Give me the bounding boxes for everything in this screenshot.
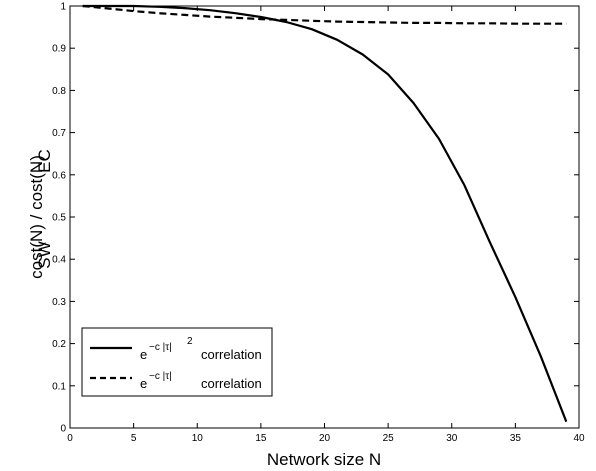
legend-exp-1: −c |τ| <box>149 342 172 353</box>
y-tick-label-9: 0.9 <box>52 44 66 55</box>
legend: e −c |τ| 2 correlation e −c |τ| correlat… <box>81 327 273 397</box>
y-tick-label-7: 0.7 <box>52 128 66 139</box>
y-axis-label: cost(N) / cost(N) <box>27 155 46 279</box>
x-tick-label-7: 35 <box>510 433 522 444</box>
y-axis-label-group: cost(N) / cost(N) SW EC <box>27 149 54 279</box>
x-tick-label-4: 20 <box>319 433 331 444</box>
x-tick-label-5: 25 <box>383 433 395 444</box>
legend-base-1: e <box>140 347 147 362</box>
legend-exp-2: −c |τ| <box>149 371 172 382</box>
series-line-0 <box>82 4 568 423</box>
y-tick-label-10: 1 <box>60 2 66 13</box>
y-axis-label-sub-sw: SW <box>35 241 54 268</box>
x-tick-label-6: 30 <box>446 433 458 444</box>
x-tick-label-2: 10 <box>192 433 204 444</box>
axis-ticks: 0 5 10 15 20 25 30 35 40 0 0.1 0.2 0.3 0.4 0.5 0.6 0.7 0.… <box>52 2 585 445</box>
legend-base-2: e <box>140 376 147 391</box>
series-group <box>82 4 568 423</box>
legend-suffix-1: correlation <box>201 347 262 362</box>
x-tick-label-3: 15 <box>255 433 267 444</box>
y-tick-label-8: 0.8 <box>52 86 66 97</box>
series-line-1 <box>82 4 567 25</box>
x-tick-label-0: 0 <box>67 433 73 444</box>
y-tick-label-5: 0.5 <box>52 213 66 224</box>
y-tick-label-4: 0.4 <box>52 255 66 266</box>
legend-suffix-2: correlation <box>201 376 262 391</box>
y-tick-label-6: 0.6 <box>52 170 66 181</box>
x-tick-label-1: 5 <box>131 433 137 444</box>
y-axis-label-sub-ec: EC <box>35 149 54 173</box>
y-tick-label-3: 0.3 <box>52 297 66 308</box>
y-tick-label-1: 0.1 <box>52 381 66 392</box>
y-tick-label-2: 0.2 <box>52 339 66 350</box>
y-tick-label-0: 0 <box>60 424 66 435</box>
x-axis-label: Network size N <box>267 450 381 469</box>
legend-box <box>81 327 273 397</box>
legend-exp2-1: 2 <box>187 336 193 347</box>
x-tick-label-8: 40 <box>573 433 585 444</box>
